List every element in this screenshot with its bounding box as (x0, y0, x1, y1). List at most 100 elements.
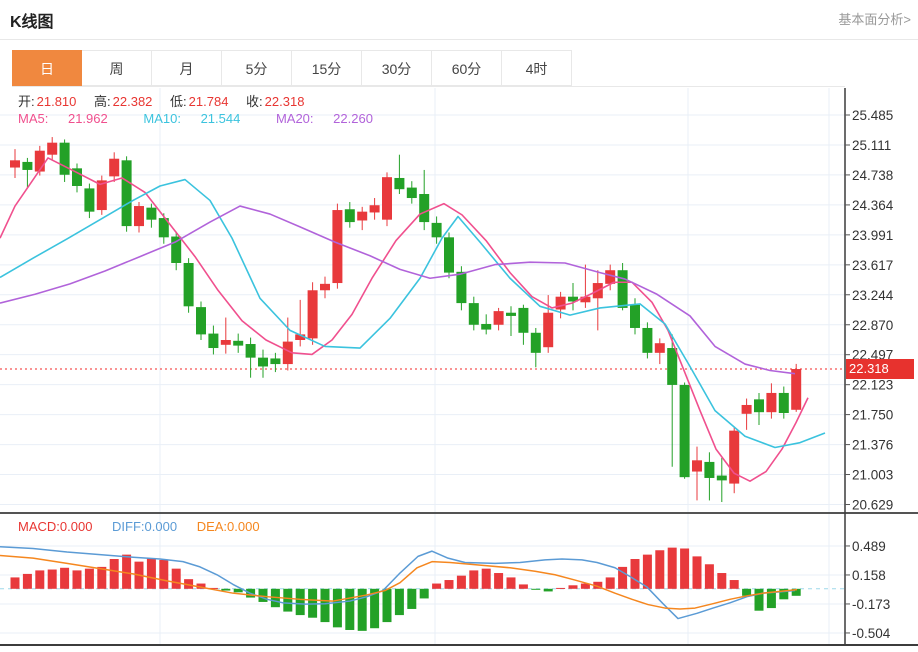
candle-body (208, 334, 218, 348)
candle-body (246, 344, 256, 358)
macd-bar (531, 589, 540, 590)
candle-body (35, 151, 45, 172)
candle-body (320, 284, 330, 290)
candle-body (444, 237, 454, 272)
macd-bar (172, 569, 181, 589)
macd-bar (655, 550, 664, 589)
candle-body (754, 399, 764, 412)
axis-tick-label: -0.173 (852, 597, 890, 612)
candle-body (556, 297, 566, 310)
axis-tick-label: 23.244 (852, 288, 894, 303)
candle-body (47, 143, 57, 155)
candle-body (221, 340, 231, 345)
diff-value: DIFF:0.000 (112, 519, 177, 534)
axis-tick-label: 21.750 (852, 408, 893, 423)
candle-body (97, 180, 107, 210)
macd-bar (110, 559, 119, 589)
candle-body (680, 385, 690, 477)
macd-bar (23, 574, 32, 589)
low-value: 21.784 (189, 94, 229, 109)
macd-bar (221, 589, 230, 591)
macd-bar (159, 560, 168, 589)
macd-value: MACD:0.000 (18, 519, 92, 534)
candle-body (618, 270, 628, 308)
macd-bar (606, 577, 615, 588)
candle-body (791, 369, 801, 410)
axis-tick-label: 21.003 (852, 468, 893, 483)
axis-tick-label: 22.870 (852, 318, 893, 333)
axis-tick-label: 25.485 (852, 108, 893, 123)
macd-bar (469, 570, 478, 588)
candle-body (357, 212, 367, 221)
open-value: 21.810 (37, 94, 77, 109)
candle-body (419, 194, 429, 222)
axis-tick-label: 23.617 (852, 258, 893, 273)
candle-body (146, 208, 156, 220)
ma5-readout: MA5: 21.962 (18, 111, 124, 126)
macd-bar (507, 577, 516, 588)
dea-value: DEA:0.000 (197, 519, 260, 534)
macd-bar (544, 589, 553, 592)
macd-bar (556, 588, 565, 589)
ma20-readout: MA20: 22.260 (276, 111, 389, 126)
macd-bar (432, 584, 441, 589)
axis-tick-label: 25.111 (852, 138, 891, 153)
candle-body (270, 358, 280, 364)
macd-bar (482, 569, 491, 589)
axis-tick-label: 21.376 (852, 438, 893, 453)
macd-bar (755, 589, 764, 611)
candle-body (233, 341, 243, 346)
macd-bar (321, 589, 330, 622)
macd-bar (333, 589, 342, 628)
candle-body (134, 206, 144, 226)
ma-readout: MA5: 21.962 MA10: 21.544 MA20: 22.260 (18, 111, 405, 126)
candle-body (394, 178, 404, 189)
candle-body (171, 237, 181, 263)
candle-body (642, 328, 652, 353)
candle-body (692, 460, 702, 471)
close-value: 22.318 (265, 94, 305, 109)
candle-body (407, 188, 417, 198)
candle-body (332, 210, 342, 283)
macd-bar (730, 580, 739, 589)
macd-bar (395, 589, 404, 615)
macd-bar (643, 555, 652, 589)
current-price-tag: 22.318 (846, 359, 914, 379)
high-label: 高: (94, 94, 111, 109)
axis-tick-label: 22.123 (852, 378, 893, 393)
high-value: 22.382 (113, 94, 153, 109)
candle-body (184, 263, 194, 306)
axis-tick-label: -0.504 (852, 626, 891, 641)
candle-body (667, 348, 677, 385)
macd-bar (85, 569, 94, 589)
axis-tick-label: 23.991 (852, 228, 893, 243)
macd-bar (407, 589, 416, 609)
ohlc-readout: 开:21.810 高:22.382 低:21.784 收:22.318 (18, 91, 304, 110)
candle-body (779, 393, 789, 413)
candle-body (494, 311, 504, 325)
candle-body (704, 462, 714, 478)
macd-bar (73, 570, 82, 588)
macd-bar (445, 580, 454, 589)
candle-body (382, 177, 392, 220)
candle-body (742, 405, 752, 414)
low-label: 低: (170, 94, 187, 109)
macd-bar (60, 568, 69, 589)
candle-body (481, 324, 491, 330)
candle-body (506, 313, 516, 316)
macd-bar (296, 589, 305, 615)
candle-body (518, 308, 528, 333)
macd-bar (705, 564, 714, 589)
candle-body (196, 307, 206, 334)
macd-bar (494, 573, 503, 589)
candle-body (456, 272, 466, 303)
kline-app: K线图 基本面分析> 日 周 月 5分 15分 30分 60分 4时 25.48… (0, 0, 918, 652)
macd-bar (147, 558, 156, 589)
macd-bar (457, 576, 466, 589)
candle-body (60, 143, 70, 175)
macd-bar (420, 589, 429, 599)
macd-bar (283, 589, 292, 612)
candle-body (10, 160, 20, 167)
candle-body (543, 313, 553, 347)
close-label: 收: (246, 94, 263, 109)
